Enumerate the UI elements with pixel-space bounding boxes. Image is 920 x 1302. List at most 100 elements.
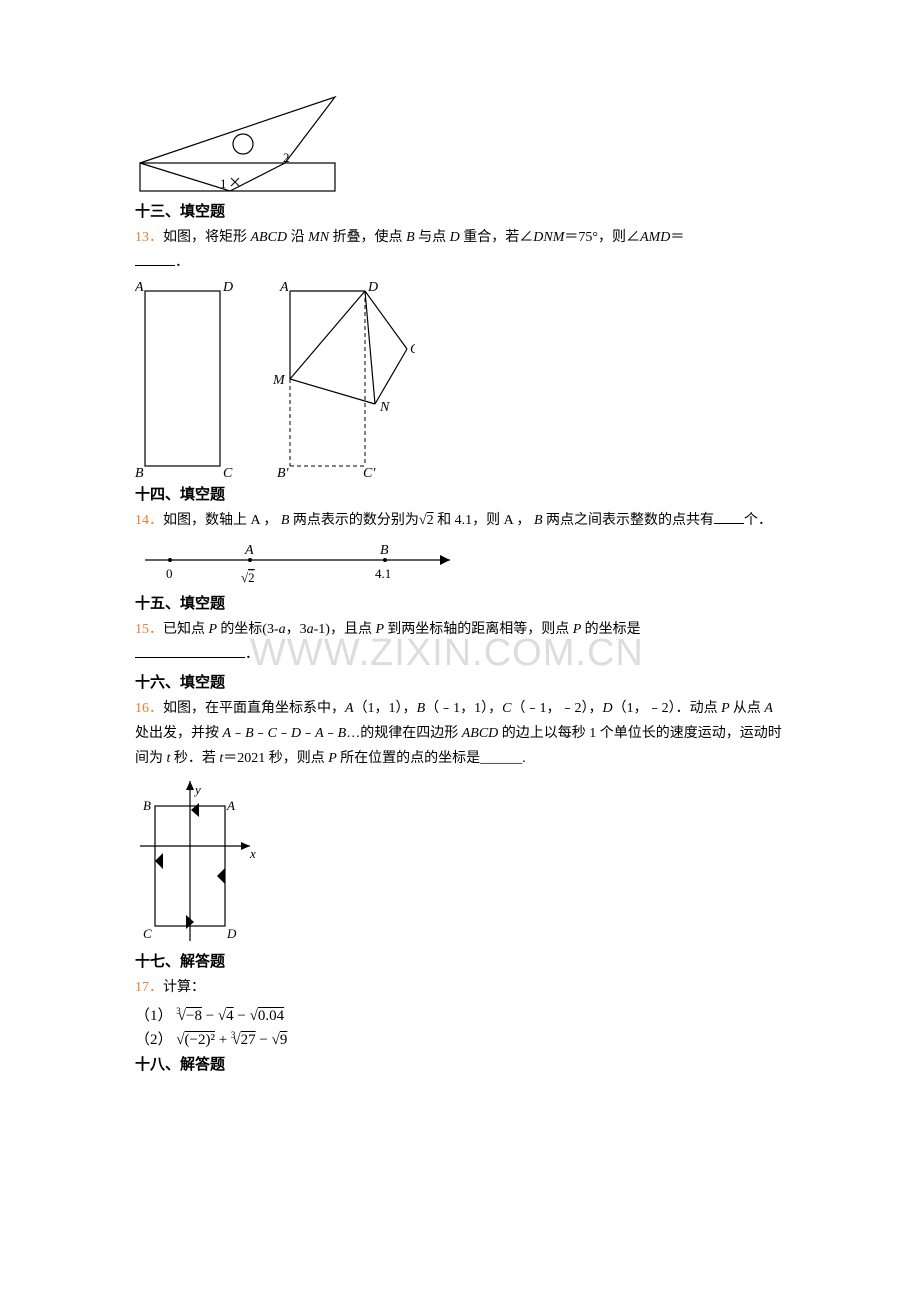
svg-text:√2: √2 [241,570,255,585]
svg-text:A: A [279,280,289,295]
q15-v5: P [573,622,585,637]
q14-t2: 两点表示的数分别为 [293,513,419,528]
svg-text:4.1: 4.1 [375,566,391,581]
q16-l4: 标是______. [452,751,526,766]
q13-v1: ABCD [251,230,288,245]
q13-number: 13． [135,230,163,245]
question-13: 13．如图，将矩形 ABCD 沿 MN 折叠，使点 B 与点 D 重合，若∠DN… [135,225,785,275]
q15-v3: a [307,622,314,637]
q13-v3: B [406,230,415,245]
svg-text:2: 2 [283,150,290,165]
q16-l2j: C [268,726,277,741]
q16-l2p: B [338,726,347,741]
figure-q13: A D B C A D M N C B' C' [135,279,785,479]
svg-text:M: M [272,373,286,388]
q16-l2d: A [764,701,772,716]
figure-q16: A B C D y x [135,776,785,946]
q13-v4: D [450,230,460,245]
svg-text:y: y [193,782,201,797]
q16-l2e: 处出发，并按 [135,726,223,741]
q14-t1: 如图，数轴上 A ， [163,513,277,528]
q16-number: 16． [135,701,163,716]
svg-text:D: D [222,280,233,295]
q13-t3: 折叠，使点 [329,230,406,245]
q17-p2-label: （2） [135,1032,173,1048]
q16-l2l: D [291,726,301,741]
q14-v2: B [530,513,546,528]
svg-text:A: A [226,798,235,813]
q16-l2k: ﹣ [277,726,291,741]
q17-label: 计算： [163,980,205,995]
q14-sqrt2: √2 [419,513,434,528]
question-16: 16．如图，在平面直角坐标系中，A（1，1），B（﹣1，1），C（﹣1，﹣2），… [135,696,785,772]
q13-t1: 如图，将矩形 [163,230,251,245]
svg-text:x: x [249,846,256,861]
fold-rect-svg: A D B C A D M N C B' C' [135,279,415,479]
q15-t6: 的坐标是 [585,622,641,637]
q16-l1h: D [602,701,612,716]
question-15: 15．已知点 P 的坐标(3-a，3a-1)，且点 P 到两坐标轴的距离相等，则… [135,617,785,667]
q15-v2: a [279,622,286,637]
q16-l2b: P [721,701,733,716]
q15-v1: P [209,622,221,637]
q15-t4: -1)，且点 [314,622,376,637]
section-14-heading: 十四、填空题 [135,483,785,504]
q17-p2-expr: √(−2)² + 3√27 − √9 [176,1032,287,1048]
q16-l2r: ABCD [462,726,502,741]
q16-l3b: t [167,751,174,766]
q16-l2m: ﹣ [301,726,315,741]
q16-l1g: （﹣1，﹣2）， [511,701,602,716]
svg-text:A: A [244,543,254,558]
q17-part1: （1） 3√−8 − √4 − √0.04 [135,1004,785,1025]
q17-number: 17． [135,980,163,995]
q17-p1-expr: 3√−8 − √4 − √0.04 [176,1008,284,1024]
q16-l3g: 所在位置的点的坐 [340,751,452,766]
figure-q14: 0 √2 4.1 A B [135,538,785,588]
q13-t7: ＝ [670,230,684,245]
q13-v5: DNM [533,230,564,245]
svg-text:0: 0 [166,566,173,581]
q16-l1i: （1， [613,701,648,716]
page-content: 1 2 十三、填空题 13．如图，将矩形 ABCD 沿 MN 折叠，使点 B 与… [135,96,785,1074]
number-line-svg: 0 √2 4.1 A B [135,538,465,588]
q15-t2: 的坐标(3- [220,622,278,637]
question-17: 17．计算： [135,975,785,1000]
q14-t3: 和 4.1，则 A ， [434,513,531,528]
q14-number: 14． [135,513,163,528]
svg-text:B: B [380,543,389,558]
q16-l2o: ﹣ [324,726,338,741]
q15-v4: P [375,622,387,637]
svg-text:B: B [143,798,151,813]
section-13-heading: 十三、填空题 [135,200,785,221]
svg-text:D: D [226,926,237,941]
svg-text:A: A [135,280,144,295]
q13-blank [135,252,175,266]
q16-l2n: A [315,726,324,741]
svg-text:1: 1 [220,176,227,191]
q15-number: 15． [135,622,163,637]
q16-l1e: （﹣1，1）， [425,701,502,716]
coord-plane-svg: A B C D y x [135,776,265,946]
q17-part2: （2） √(−2)² + 3√27 − √9 [135,1028,785,1049]
section-18-heading: 十八、解答题 [135,1053,785,1074]
q17-p1-label: （1） [135,1008,173,1024]
svg-text:C: C [223,466,233,479]
q16-l3c: 秒．若 [174,751,220,766]
q16-l2f: A [223,726,232,741]
q13-t4: 与点 [415,230,450,245]
q13-v2: MN [308,230,329,245]
q16-l1c: （1，1）， [354,701,417,716]
svg-text:N: N [379,400,390,415]
section-16-heading: 十六、填空题 [135,671,785,692]
q13-t6: ＝75°，则∠ [564,230,640,245]
q16-l2c: 从点 [733,701,765,716]
svg-text:C: C [410,342,415,357]
svg-text:C: C [143,926,152,941]
q16-l2g: ﹣ [231,726,245,741]
q15-t5: 到两坐标轴的距离相等，则点 [387,622,573,637]
svg-text:D: D [367,280,378,295]
section-15-heading: 十五、填空题 [135,592,785,613]
q16-l3f: P [328,751,340,766]
q16-l2a: ﹣2）．动点 [648,701,722,716]
q16-l2s: 的边上以 [502,726,558,741]
